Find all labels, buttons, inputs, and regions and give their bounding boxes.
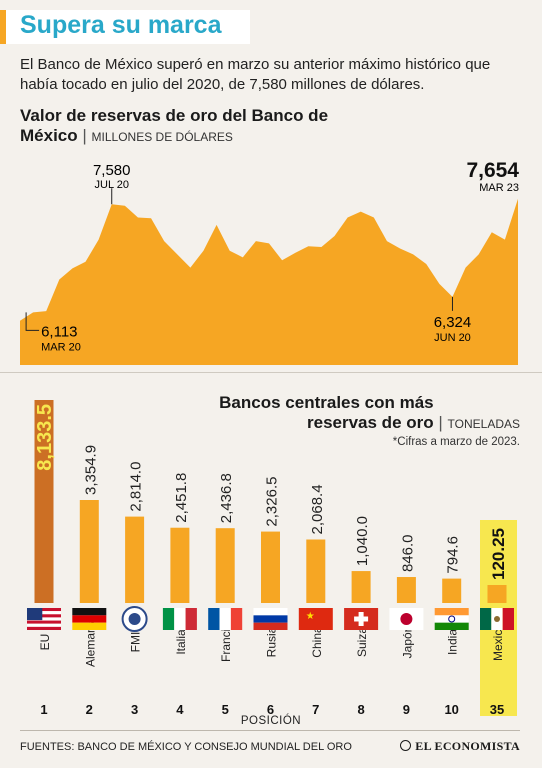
flag-mexico-icon (480, 608, 514, 630)
flag-france-icon (208, 608, 243, 630)
flag-japan-icon (389, 608, 424, 630)
chart1-title: Valor de reservas de oro del Banco de Mé… (20, 106, 329, 145)
chart1-separator: | (82, 126, 87, 145)
brand-icon (400, 740, 412, 751)
annot-value-jul20: 7,580 (93, 162, 131, 179)
section-divider (0, 372, 542, 373)
bar-label-japón: 846.0 (399, 534, 416, 572)
bar-alemania (79, 500, 99, 603)
annot-date-jul20: JUL 20 (95, 179, 129, 191)
bar-label-eu: 8,133.5 (34, 404, 56, 471)
position-35: 35 (490, 702, 504, 717)
bar-label-alemania: 3,354.9 (82, 445, 99, 495)
position-3: 3 (131, 702, 138, 717)
chart2-separator: | (438, 413, 443, 432)
bar-china (306, 539, 326, 603)
bar-japón (396, 577, 416, 603)
bar-italia (170, 527, 190, 603)
bar-fmi (125, 516, 145, 603)
imf-seal-icon (121, 606, 148, 632)
position-10: 10 (444, 702, 458, 717)
brand-logo: EL ECONOMISTA (400, 739, 520, 754)
bar-india (442, 578, 462, 603)
intro-text: El Banco de México superó en marzo su an… (20, 56, 491, 93)
category-label-eu: EU (38, 634, 52, 651)
central-banks-bar-chart: 8,133.5EU13,354.9Alemania22,814.0FMI32,4… (27, 400, 517, 717)
flag-usa-icon (27, 608, 61, 630)
flag-russia-icon (253, 608, 288, 630)
chart2-unit: TONELADAS (447, 417, 520, 431)
chart1-unit: MILLONES DE DÓLARES (91, 130, 233, 144)
annot-line-mar20 (25, 312, 40, 331)
annot-value-mar20: 6,113 (41, 323, 77, 340)
flag-china-icon: ★ (298, 608, 333, 630)
flags-group: ★ (27, 606, 514, 632)
bar-label-fmi: 2,814.0 (128, 462, 145, 512)
position-1: 1 (40, 702, 47, 717)
bar-label-francia: 2,436.8 (218, 473, 235, 523)
bar-eu (34, 400, 54, 603)
chart1-title-block: Valor de reservas de oro del Banco de Mé… (20, 106, 350, 147)
bar-label-india: 794.6 (445, 536, 462, 574)
reserves-area (20, 198, 518, 365)
position-9: 9 (403, 702, 410, 717)
annot-value-mar23: 7,654 (466, 159, 519, 182)
svg-text:★: ★ (306, 611, 315, 622)
chart2-title-block: Bancos centrales con más reservas de oro… (199, 393, 520, 434)
position-6: 6 (267, 702, 274, 717)
position-7: 7 (312, 702, 319, 717)
chart2-note: *Cifras a marzo de 2023. (392, 436, 520, 448)
flag-italy-icon (162, 608, 197, 630)
title-bar (0, 10, 250, 44)
flag-india-icon (434, 608, 469, 630)
position-5: 5 (222, 702, 229, 717)
category-label-china: China (310, 626, 324, 658)
annot-date-mar23: MAR 23 (479, 182, 519, 194)
bar-label-rusia: 2,326.5 (264, 477, 281, 527)
bar-label-suiza: 1,040.0 (354, 516, 371, 566)
source-note: FUENTES: BANCO DE MÉXICO Y CONSEJO MUNDI… (20, 741, 352, 753)
footer-rule (20, 730, 520, 731)
title-accent (0, 10, 6, 44)
category-label-japón: Japón (400, 626, 414, 659)
bar-label-mexico: 120.25 (489, 528, 508, 580)
flag-switzerland-icon (344, 608, 379, 630)
position-2: 2 (86, 702, 93, 717)
position-4: 4 (176, 702, 184, 717)
bars-group: 8,133.5EU13,354.9Alemania22,814.0FMI32,4… (34, 400, 508, 717)
bar-suiza (351, 571, 371, 603)
chart2-title: Bancos centrales con más reservas de oro (219, 393, 434, 432)
bar-francia (215, 528, 235, 603)
category-label-mexico: Mexico (491, 623, 505, 661)
flag-germany-icon (72, 608, 107, 630)
bar-mexico (487, 585, 507, 603)
bar-label-italia: 2,451.8 (173, 473, 190, 523)
brand-name: EL ECONOMISTA (415, 739, 520, 753)
page-title: Supera su marca (20, 11, 222, 39)
category-label-rusia: Rusia (265, 626, 279, 657)
bar-label-china: 2,068.4 (309, 484, 326, 534)
annot-date-low: JUN 20 (434, 332, 471, 344)
position-8: 8 (357, 702, 364, 717)
category-label-fmi: FMI (129, 632, 143, 653)
annot-value-low: 6,324 (434, 314, 472, 331)
bar-rusia (261, 531, 280, 603)
category-label-india: India (446, 629, 460, 655)
category-label-francia: Francia (219, 622, 233, 662)
category-label-italia: Italia (174, 629, 188, 655)
category-label-suiza: Suiza (355, 627, 369, 657)
position-axis-label: POSICIÓN (240, 715, 302, 727)
annot-date-mar20: MAR 20 (41, 341, 81, 353)
